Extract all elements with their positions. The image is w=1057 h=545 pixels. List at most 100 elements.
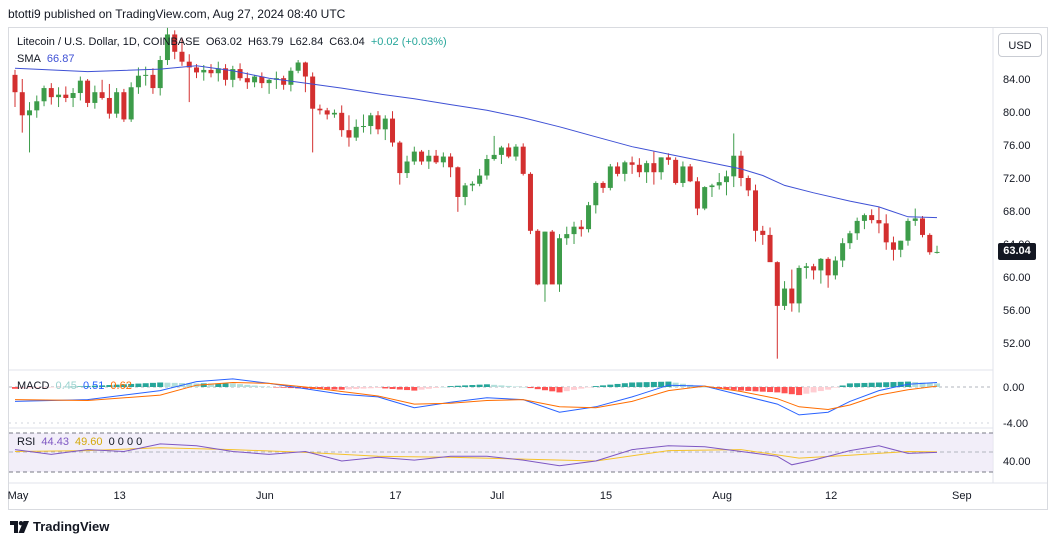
candle-body: [694, 181, 700, 209]
macd-histogram-bar: [389, 387, 396, 389]
macd-histogram-bar: [382, 387, 389, 389]
candle-body: [644, 163, 650, 173]
macd-histogram-bar: [454, 385, 461, 387]
rsi-ma-line: [14, 447, 938, 462]
rsi-legend: RSI 44.43 49.60 0 0 0 0: [17, 436, 145, 448]
candle-body: [324, 110, 330, 115]
macd-histogram-bar: [367, 387, 374, 389]
candle-body: [77, 80, 83, 94]
high-value: H63.79: [248, 36, 284, 48]
candle-body: [448, 156, 454, 168]
macd-histogram-bar: [62, 386, 69, 388]
candle-body: [63, 94, 69, 98]
macd-histogram-bar: [273, 387, 280, 388]
macd-histogram-bar: [854, 383, 861, 387]
macd-histogram-bar: [120, 384, 127, 387]
rsi-tick-label: 40.00: [1003, 456, 1031, 468]
publisher-line: btotti9 published on TradingView.com, Au…: [8, 7, 346, 21]
candle-body: [542, 231, 548, 285]
candle-body: [745, 178, 751, 191]
candle-body: [179, 51, 185, 62]
candle-body: [339, 112, 345, 131]
candle-body: [869, 215, 875, 221]
currency-button[interactable]: USD: [998, 33, 1042, 57]
close-value: C63.04: [329, 36, 365, 48]
macd-histogram-bar: [469, 385, 476, 387]
candle-body: [281, 78, 287, 85]
macd-histogram-bar: [788, 387, 795, 395]
macd-histogram-bar: [171, 382, 178, 387]
macd-histogram-bar: [462, 385, 469, 387]
candle-body: [92, 92, 98, 103]
macd-histogram-bar: [113, 384, 120, 387]
macd-histogram-bar: [745, 387, 752, 391]
candle-body: [767, 234, 773, 263]
macd-histogram-bar: [767, 387, 774, 393]
candle-body: [128, 87, 134, 120]
sma-legend: SMA 66.87: [17, 53, 77, 65]
macd-histogram-bar: [84, 386, 91, 387]
macd-histogram-bar: [520, 387, 527, 388]
macd-histogram-bar: [237, 384, 244, 387]
candle-body: [687, 166, 693, 182]
macd-histogram-bar: [643, 382, 650, 387]
macd-histogram-bar: [571, 387, 578, 390]
macd-histogram-bar: [817, 387, 824, 392]
macd-histogram-bar: [534, 387, 541, 390]
candle-body: [469, 183, 475, 186]
candle-body: [934, 251, 940, 253]
macd-histogram-bar: [883, 382, 890, 387]
macd-histogram-bar: [868, 382, 875, 387]
macd-signal-value: 0.62: [110, 380, 132, 392]
candle-body: [527, 173, 533, 231]
candle-body: [215, 68, 221, 74]
candle-body: [266, 79, 272, 84]
candle-body: [738, 155, 744, 178]
candle-body: [600, 182, 606, 188]
candle-body: [629, 162, 635, 165]
macd-histogram-bar: [636, 382, 643, 387]
candle-body: [578, 226, 584, 230]
candle-body: [85, 80, 91, 103]
candle-body: [223, 68, 229, 80]
macd-histogram-bar: [280, 387, 287, 388]
macd-histogram-bar: [665, 381, 672, 387]
macd-histogram-bar: [157, 382, 164, 387]
macd-histogram-bar: [912, 382, 919, 387]
candle-body: [782, 288, 788, 306]
candle-body: [905, 220, 911, 241]
candle-body: [818, 258, 824, 271]
x-tick-label: 13: [114, 490, 126, 502]
candle-body: [411, 151, 417, 162]
macd-histogram-bar: [353, 387, 360, 389]
macd-histogram-bar: [26, 387, 33, 389]
macd-tick-label: 0.00: [1003, 382, 1024, 394]
candle-body: [912, 218, 918, 221]
macd-label: MACD: [17, 380, 50, 392]
candle-body: [890, 242, 896, 250]
x-tick-label: 15: [600, 490, 612, 502]
macd-histogram-bar: [926, 382, 933, 387]
candle-body: [295, 62, 301, 71]
macd-histogram-bar: [229, 383, 236, 387]
macd-histogram-bar: [447, 386, 454, 387]
candle-body: [440, 156, 446, 163]
sma-value: 66.87: [46, 53, 75, 65]
candle-body: [760, 230, 766, 235]
candle-body: [310, 76, 316, 109]
macd-histogram-bar: [433, 387, 440, 388]
macd-tick-label: -4.00: [1003, 418, 1028, 430]
price-tick-label: 56.00: [1003, 305, 1031, 317]
candle-body: [433, 155, 439, 163]
macd-histogram-bar: [418, 387, 425, 390]
candle-body: [186, 61, 192, 68]
macd-histogram-bar: [266, 387, 273, 388]
macd-histogram-bar: [796, 387, 803, 396]
macd-histogram-bar: [621, 383, 628, 387]
macd-histogram-bar: [701, 387, 708, 388]
candle-body: [557, 238, 562, 285]
macd-signal-line: [14, 381, 938, 411]
x-tick-label: Jul: [490, 490, 504, 502]
candle-body: [41, 88, 47, 102]
